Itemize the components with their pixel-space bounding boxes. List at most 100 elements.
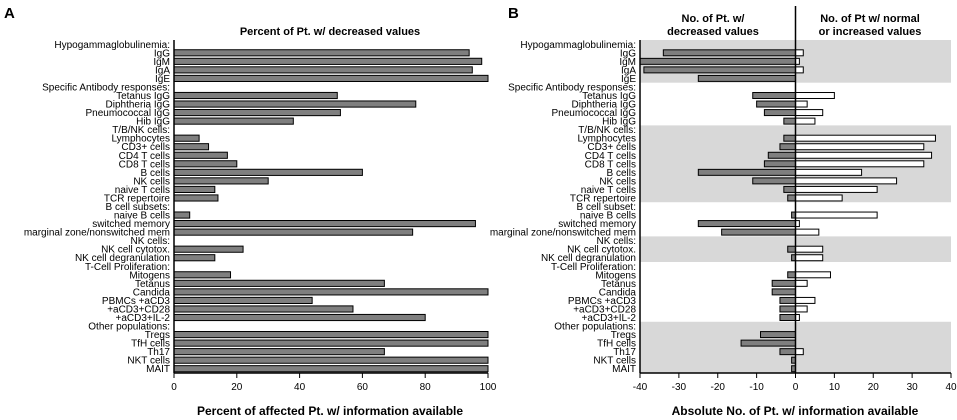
bar-normal-nk-cells [795,177,898,185]
group-label-t-b-nk-cells-b: T/B/NK cells: [578,125,636,136]
group-label-t-cell-proliferation-a: T-Cell Proliferation: [85,262,170,273]
x-tick-label-a-80: 80 [420,382,432,393]
bar-normal-marginal-zone-nonswitched-mem [795,228,820,236]
bar-tcr-repertoire-a [173,194,219,202]
x-tick-label-b-20: 20 [868,382,880,393]
bar-decreased-tregs [760,331,797,339]
bar-decreased-hib-igg [783,117,797,125]
bar-decreased-marginal-zone-nonswitched-mem [721,228,797,236]
bar-normal-igg [795,49,804,57]
bar-decreased-cd4-t-cells [767,151,796,159]
x-tick-label-a-40: 40 [294,382,306,393]
category-label-cd4-t-cells-b: CD4 T cells [585,151,636,162]
bar-tetanus-a [173,279,385,287]
bar-normal-b-cells [795,168,863,176]
category-label-nk-cells-a: NK cells [133,176,170,187]
group-label-t-cell-proliferation-b: T-Cell Proliferation: [551,262,636,273]
category-label-naive-b-cells-b: naive B cells [580,211,636,222]
group-label-hypogammaglobulinemia-a: Hypogammaglobulinemia: [54,40,170,51]
bar-mait-a [173,365,489,373]
group-label-other-populations-b: Other populations: [554,322,636,333]
panel-a-x-label: Percent of affected Pt. w/ information a… [197,404,463,418]
bar-decreased-igm [639,57,796,65]
category-label-igg-b: IgG [620,48,636,59]
category-label-tfh-cells-b: TfH cells [597,339,636,350]
category-label-tcr-repertoire-b: TCR repertoire [570,193,637,204]
bar-cd4-t-cells-a [173,151,228,159]
bar-normal-cd3-cells [795,143,925,151]
category-label-pneumococcal-igg-b: Pneumococcal IgG [552,108,637,119]
x-tick-label-a-60: 60 [357,382,369,393]
category-label-naive-t-cells-b: naive T cells [581,185,636,196]
category-label-tetanus-igg-a: Tetanus IgG [116,91,170,102]
category-label-b-cells-a: B cells [141,168,170,179]
panel-a-bars [173,49,489,373]
bar-normal-nk-cell-cytotox [795,245,824,253]
bar-normal-nk-cell-degranulation [795,254,824,262]
category-label-iga-b: IgA [621,65,636,76]
category-label-mait-b: MAIT [612,364,636,375]
bar-decreased-cd3-cells [779,143,797,151]
bar-tetanus-igg-a [173,91,338,100]
panel-a-letter: A [4,5,15,22]
category-label-naive-b-cells-a: naive B cells [114,211,170,222]
x-tick-label-b-0: 0 [793,382,799,393]
bar-normal-acd3-cd28 [795,305,808,313]
category-label-ige-b: IgE [621,74,636,85]
bar-decreased-mitogens [787,271,796,279]
group-label-b-cell-subsets-a: B cell subsets: [106,202,170,213]
x-tick-label-a-0: 0 [171,382,177,393]
bar-decreased-tcr-repertoire [787,194,796,202]
bar-hib-igg-a [173,117,294,125]
bar-decreased-tetanus-igg [752,92,796,99]
bar-normal-pbmcs-acd3 [795,296,816,304]
bar-normal-lymphocytes [795,134,936,142]
category-label-pbmcs-acd3-a: PBMCs +aCD3 [102,296,171,307]
category-label-acd3-il-2-a: +aCD3+IL-2 [116,313,171,324]
bar-normal-pneumococcal-igg [795,109,824,117]
panel-b-category-labels: Hypogammaglobulinemia:IgGIgMIgAIgESpecif… [490,40,637,375]
category-label-th17-a: Th17 [147,347,170,358]
group-label-b-cell-subset-b: B cell subset: [577,202,636,213]
x-tick-label-a-100: 100 [480,382,497,393]
bar-decreased-b-cells [697,168,796,176]
category-label-cd3-cells-b: CD3+ cells [587,142,636,153]
category-label-b-cells-b: B cells [607,168,636,179]
bar-nkt-cells-a [173,356,489,364]
bar-cd8-t-cells-a [173,160,238,168]
category-label-cd8-t-cells-b: CD8 T cells [585,159,636,170]
group-label-nk-cells-a: NK cells: [131,236,170,247]
x-tick-label-a-20: 20 [231,382,243,393]
category-label-lymphocytes-a: Lymphocytes [111,134,170,145]
bar-naive-t-cells-a [173,185,216,193]
panel-b-letter: B [508,5,519,22]
bar-decreased-igg [662,49,797,57]
bar-acd3-cd28-a [173,305,354,313]
group-label-other-populations-a: Other populations: [88,322,170,333]
bar-decreased-switched-memory [697,220,796,228]
bar-nk-cells-a [173,177,269,185]
panel-b-title-right-line2: or increased values [819,26,922,38]
category-label-tregs-a: Tregs [145,330,170,341]
category-label-hib-igg-a: Hib IgG [136,117,170,128]
bar-pbmcs-acd3-a [173,296,313,304]
category-label-nkt-cells-b: NKT cells [593,356,636,367]
bar-cd3-cells-a [173,143,210,151]
category-label-tetanus-igg-b: Tetanus IgG [582,91,636,102]
x-tick-label-b--20: -20 [711,382,726,393]
panel-b-title-left-line2: decreased values [667,26,759,38]
group-label-specific-antibody-responses-a: Specific Antibody responses: [42,82,170,93]
bar-ige-a [173,74,489,82]
category-label-mitogens-a: Mitogens [129,270,170,281]
bar-normal-cd8-t-cells [795,160,925,168]
bar-normal-cd4-t-cells [795,151,933,159]
bar-normal-mitogens [795,271,831,279]
category-label-acd3-il-2-b: +aCD3+IL-2 [582,313,637,324]
category-label-candida-a: Candida [133,287,171,298]
bar-diphtheria-igg-a [173,100,417,108]
category-label-tfh-cells-a: TfH cells [131,339,170,350]
category-label-nk-cell-cytotox-b: NK cell cytotox. [567,245,636,256]
bar-b-cells-a [173,168,363,176]
category-label-cd8-t-cells-a: CD8 T cells [119,159,170,170]
category-label-acd3-cd28-b: +aCD3+CD28 [573,304,636,315]
